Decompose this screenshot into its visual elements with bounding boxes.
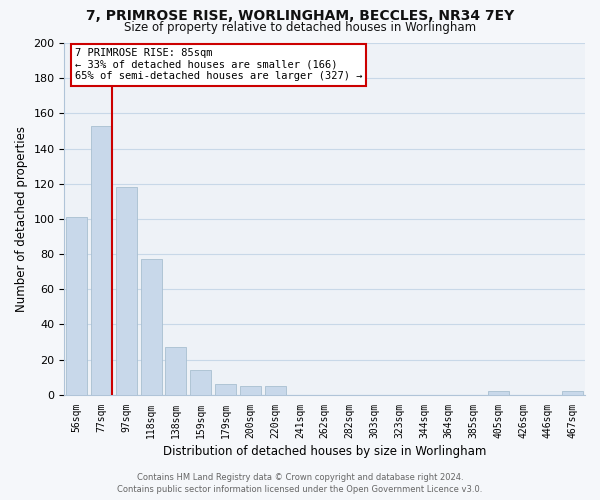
Bar	[562, 391, 583, 394]
Text: Size of property relative to detached houses in Worlingham: Size of property relative to detached ho…	[124, 21, 476, 34]
Bar	[488, 391, 509, 394]
Bar	[116, 187, 137, 394]
Text: Contains HM Land Registry data © Crown copyright and database right 2024.
Contai: Contains HM Land Registry data © Crown c…	[118, 472, 482, 494]
Text: 7, PRIMROSE RISE, WORLINGHAM, BECCLES, NR34 7EY: 7, PRIMROSE RISE, WORLINGHAM, BECCLES, N…	[86, 9, 514, 23]
Bar	[265, 386, 286, 394]
Text: 7 PRIMROSE RISE: 85sqm
← 33% of detached houses are smaller (166)
65% of semi-de: 7 PRIMROSE RISE: 85sqm ← 33% of detached…	[75, 48, 362, 82]
Y-axis label: Number of detached properties: Number of detached properties	[15, 126, 28, 312]
Bar	[215, 384, 236, 394]
Bar	[66, 217, 88, 394]
Bar	[240, 386, 261, 394]
Bar	[166, 347, 187, 395]
Bar	[190, 370, 211, 394]
Bar	[91, 126, 112, 394]
X-axis label: Distribution of detached houses by size in Worlingham: Distribution of detached houses by size …	[163, 444, 487, 458]
Bar	[140, 260, 162, 394]
